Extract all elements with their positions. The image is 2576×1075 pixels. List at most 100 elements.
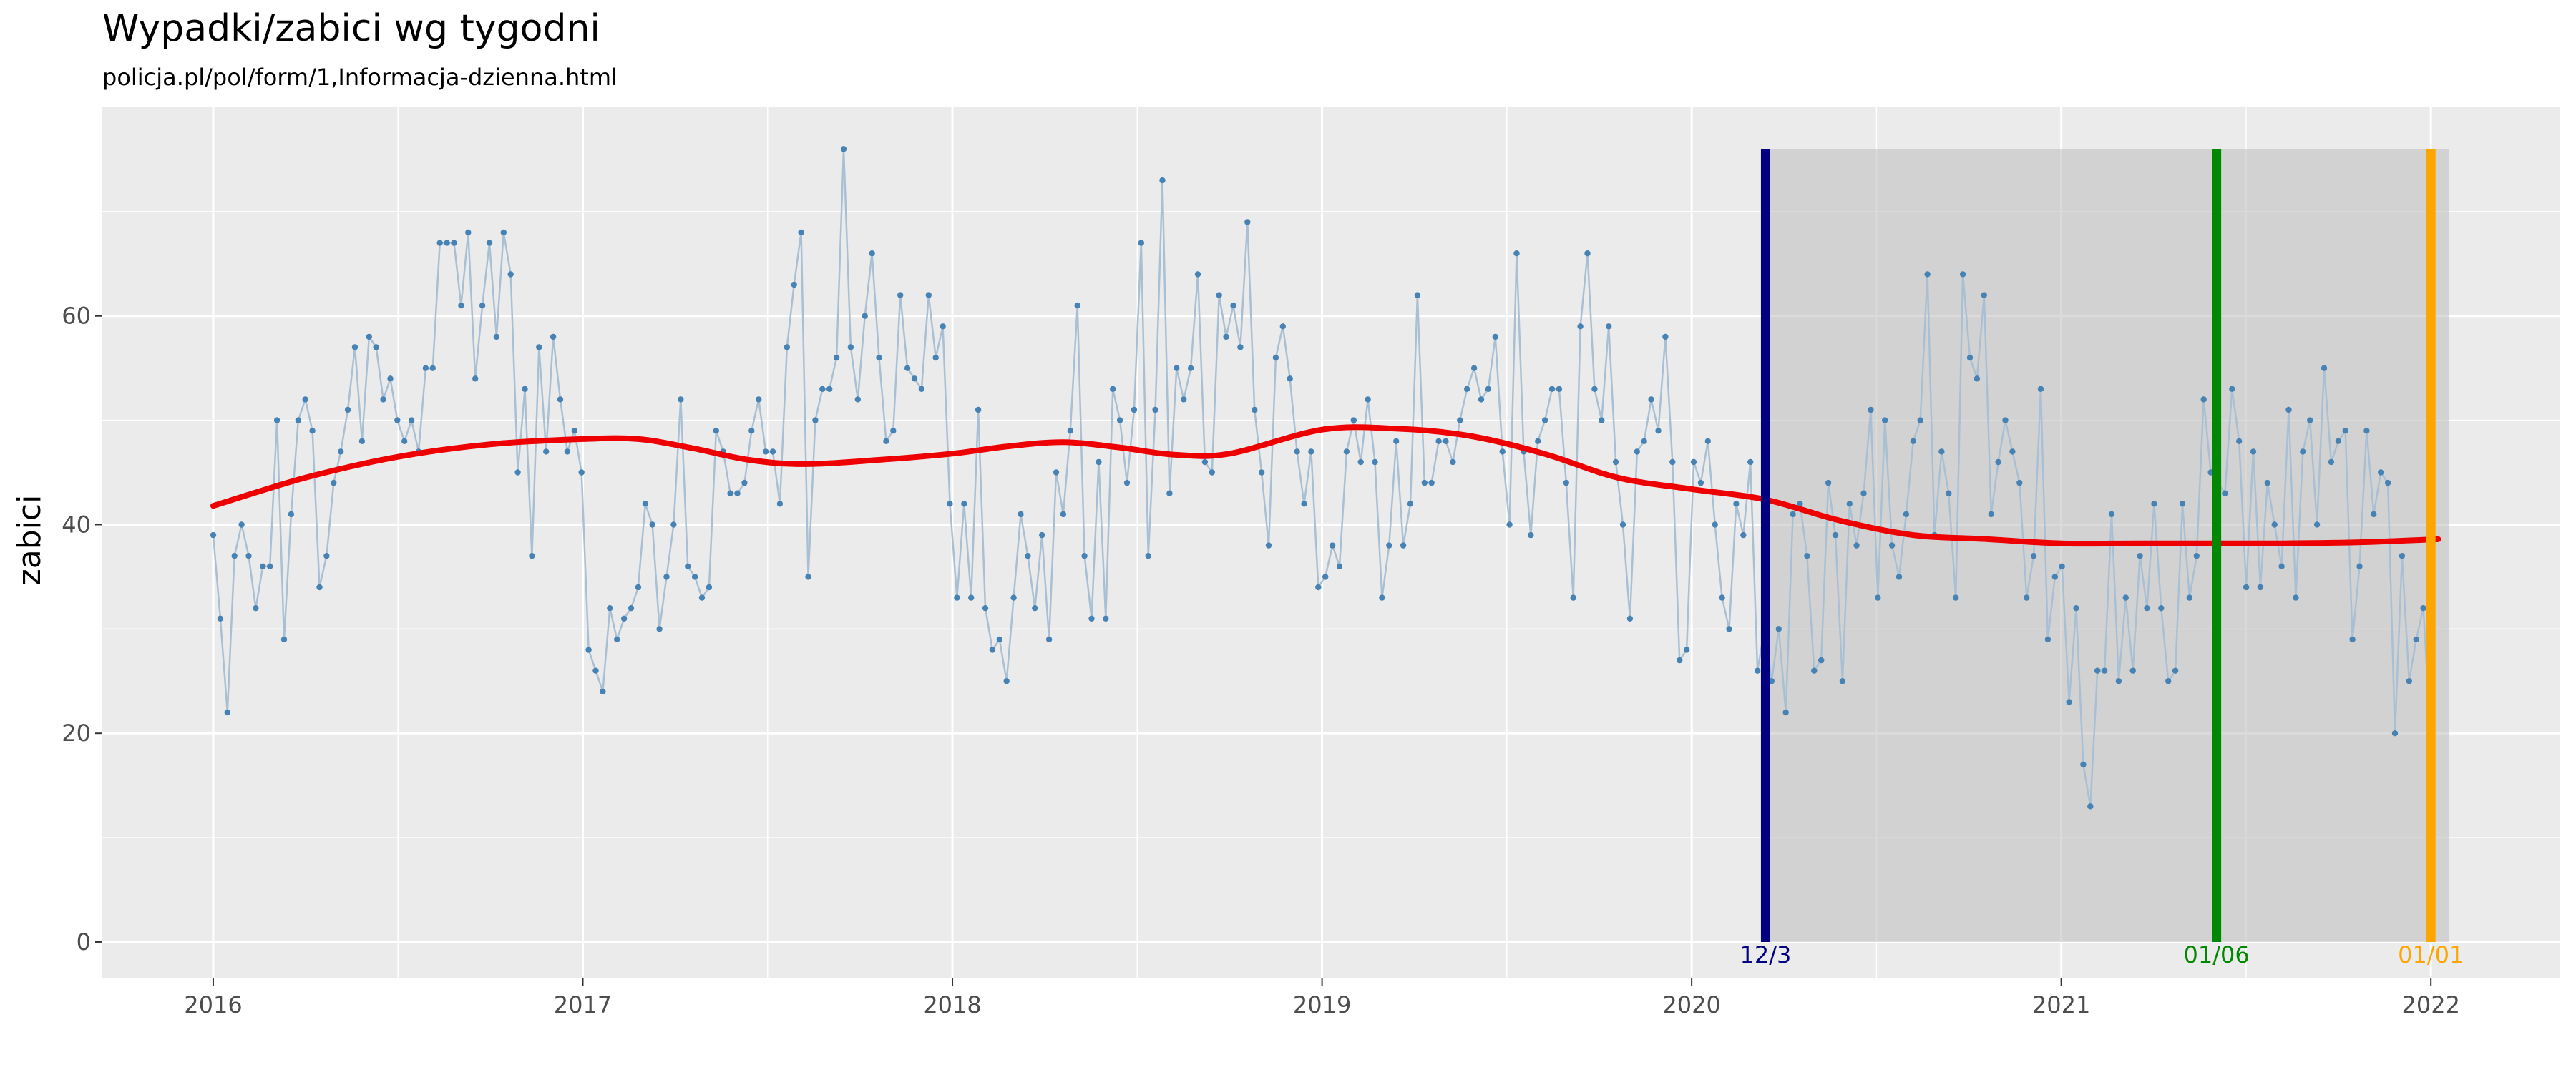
data-point xyxy=(784,344,791,350)
data-point xyxy=(2030,553,2037,559)
data-point xyxy=(500,229,507,236)
data-point xyxy=(1733,501,1740,507)
data-point xyxy=(2384,479,2391,486)
data-point xyxy=(649,521,655,528)
data-point xyxy=(210,531,217,539)
data-point xyxy=(458,302,464,309)
data-point xyxy=(344,406,351,413)
data-point xyxy=(1053,469,1060,476)
data-point xyxy=(238,521,245,528)
data-point xyxy=(373,344,379,350)
data-point xyxy=(1655,428,1662,434)
data-point xyxy=(1194,271,1201,278)
data-point xyxy=(351,344,358,350)
data-point xyxy=(1407,501,1414,507)
data-point xyxy=(748,428,755,434)
data-point xyxy=(2278,563,2285,569)
chart-subtitle: policja.pl/pol/form/1,Informacja-dzienna… xyxy=(102,64,618,91)
data-point xyxy=(1888,542,1896,549)
y-axis-label: zabici xyxy=(11,495,48,586)
data-point xyxy=(288,511,295,518)
data-point xyxy=(1357,458,1364,466)
data-point xyxy=(479,302,486,309)
data-point xyxy=(1032,605,1038,612)
data-point xyxy=(1995,458,2001,466)
data-point xyxy=(1626,615,1634,622)
data-point xyxy=(529,553,535,559)
data-point xyxy=(713,428,719,434)
data-point xyxy=(1513,250,1520,257)
data-point xyxy=(1365,396,1371,403)
data-point xyxy=(1181,396,1187,403)
data-point xyxy=(1279,323,1287,330)
data-point xyxy=(1272,354,1279,361)
data-point xyxy=(267,563,273,569)
data-point xyxy=(798,229,804,236)
data-point xyxy=(1853,542,1860,549)
data-point xyxy=(401,438,408,444)
data-point xyxy=(1606,323,1612,330)
data-point xyxy=(1506,521,1513,528)
data-point xyxy=(2059,563,2065,569)
data-point xyxy=(1648,396,1654,403)
data-point xyxy=(1953,594,1959,601)
data-point xyxy=(1174,365,1180,371)
data-point xyxy=(2144,605,2150,612)
data-point xyxy=(1287,375,1293,382)
data-point xyxy=(1294,448,1300,455)
data-point xyxy=(1825,479,1832,486)
data-point xyxy=(918,386,925,392)
data-point xyxy=(869,250,875,257)
data-point xyxy=(1435,438,1442,444)
data-point xyxy=(1846,501,1853,507)
data-point xyxy=(968,594,975,601)
data-point xyxy=(1832,531,1839,539)
data-point xyxy=(1322,574,1329,580)
data-point xyxy=(444,240,450,246)
data-point xyxy=(1499,448,1506,455)
data-point xyxy=(2193,553,2200,559)
data-point xyxy=(408,417,415,423)
data-point xyxy=(685,563,691,569)
data-point xyxy=(1938,448,1945,455)
data-point xyxy=(1775,626,1782,632)
data-point xyxy=(2129,667,2136,674)
data-point xyxy=(1782,709,1789,716)
data-point xyxy=(2335,438,2341,444)
data-point xyxy=(975,406,982,413)
data-point xyxy=(2321,365,2328,371)
data-point xyxy=(1145,553,1151,559)
data-point xyxy=(1917,417,1923,423)
data-point xyxy=(394,417,401,423)
data-point xyxy=(245,553,252,559)
data-point xyxy=(1910,438,1916,444)
data-point xyxy=(1138,240,1145,246)
data-point xyxy=(585,647,592,653)
data-point xyxy=(1981,292,1987,298)
data-point xyxy=(2024,594,2030,601)
data-point xyxy=(1612,458,1619,466)
data-point xyxy=(2137,553,2143,559)
data-point xyxy=(571,428,577,434)
data-point xyxy=(2420,605,2426,612)
data-point xyxy=(1754,667,1761,674)
data-point xyxy=(1966,354,1974,361)
data-point xyxy=(847,344,854,350)
data-point xyxy=(1570,594,1576,601)
data-point xyxy=(366,333,372,340)
data-point xyxy=(472,375,479,382)
data-point xyxy=(2363,428,2370,434)
event-marker-label: 01/06 xyxy=(2184,941,2250,968)
data-point xyxy=(260,563,266,569)
data-point xyxy=(2250,448,2257,455)
data-point xyxy=(1712,521,1718,528)
data-point xyxy=(2371,511,2377,518)
data-point xyxy=(897,292,904,298)
data-point xyxy=(2356,563,2363,569)
data-point xyxy=(727,490,733,496)
data-point xyxy=(862,313,868,319)
data-point xyxy=(1584,250,1591,257)
data-point xyxy=(217,615,224,622)
data-point xyxy=(2413,636,2419,643)
data-point xyxy=(1450,458,1456,466)
